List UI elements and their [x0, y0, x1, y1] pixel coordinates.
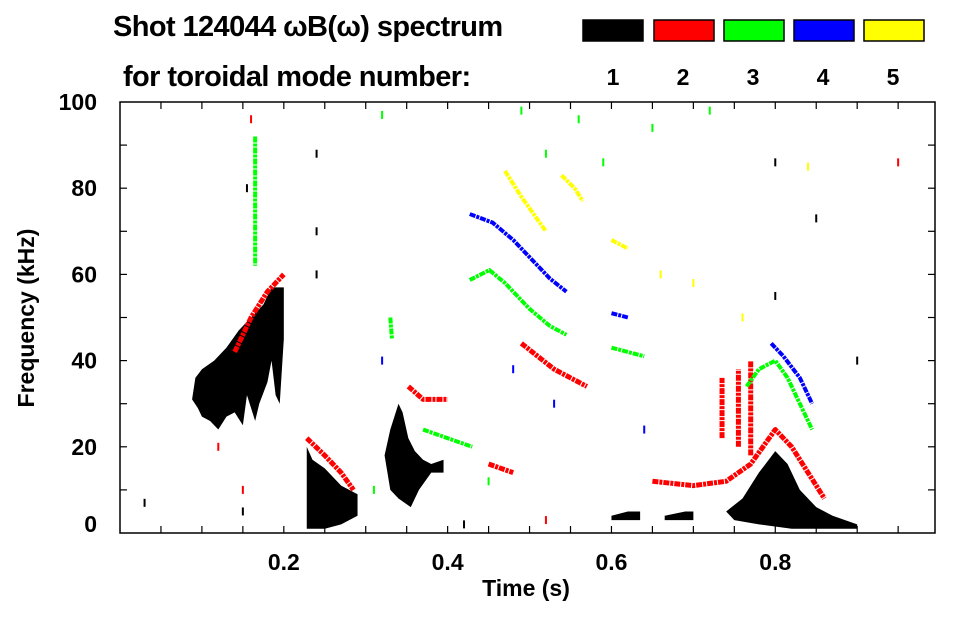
legend-swatch-mode-4: [793, 19, 855, 42]
mode-3-speck: [520, 106, 523, 115]
mode-4-trace: [769, 341, 814, 405]
mode-5-trace: [610, 238, 629, 251]
legend-swatch-mode-5: [863, 19, 925, 42]
mode-3-trace: [468, 268, 568, 337]
mode-3-trace: [388, 317, 394, 340]
mode-2-speck: [897, 158, 900, 167]
mode-2-speck: [250, 115, 253, 124]
y-tick-label: 20: [71, 434, 97, 460]
x-axis-label: Time (s): [482, 575, 570, 601]
mode-4-speck: [512, 365, 515, 374]
legend-label-mode-4: 4: [817, 64, 830, 90]
mode-3-trace: [422, 427, 473, 449]
mode-4-trace: [610, 311, 629, 320]
mode-3-speck: [577, 115, 580, 124]
mode-1-speck: [815, 214, 818, 223]
mode-1-region: [664, 511, 694, 521]
mode-3-speck: [602, 158, 605, 167]
mode-4-trace: [469, 212, 568, 294]
mode-5-speck: [807, 162, 810, 171]
mode-3-trace: [744, 358, 814, 431]
y-axis-label: Frequency (kHz): [13, 229, 39, 408]
mode-4-speck: [643, 425, 646, 434]
mode-1-speck: [315, 227, 318, 236]
x-tick-label: 0.6: [595, 549, 627, 575]
y-tick-label: 0: [84, 511, 97, 537]
mode-1-region: [611, 511, 641, 521]
mode-2-trace: [519, 341, 589, 389]
mode-2-trace: [487, 461, 514, 476]
x-tick-label: 0.8: [759, 549, 791, 575]
mode-1-speck: [315, 270, 318, 279]
axes: 0.2 0.4 0.6 0.8 0 20 40 60 80 100: [59, 89, 936, 575]
mode-1-speck: [774, 158, 777, 167]
chart-title: Shot 124044 ωB(ω) spectrum: [113, 11, 503, 43]
legend-swatch-mode-2: [653, 19, 715, 42]
mode-5-speck: [659, 270, 662, 279]
mode-5-speck: [741, 313, 744, 322]
mode-3-speck: [544, 149, 547, 158]
mode-1-speck: [856, 356, 859, 365]
legend-label-mode-5: 5: [887, 64, 900, 90]
mode-1-region: [384, 403, 444, 508]
legend: 1 2 3 4 5: [582, 19, 925, 90]
mode-4-speck: [553, 399, 556, 408]
mode-2-speck: [217, 442, 220, 451]
mode-2-trace: [406, 384, 448, 402]
mode-1-speck: [245, 184, 248, 193]
mode-5-speck: [692, 279, 695, 288]
mode-1-speck: [143, 498, 146, 507]
chart-subtitle: for toroidal mode number:: [123, 61, 471, 93]
mode-2-speck: [544, 516, 547, 525]
mode-1-speck: [463, 520, 466, 529]
mode-1-region: [192, 287, 284, 430]
mode-1-speck: [315, 149, 318, 158]
mode-1-region: [726, 451, 858, 529]
mode-3-speck: [708, 106, 711, 115]
mode-3-trace: [610, 345, 645, 359]
mode-1-speck: [241, 507, 244, 516]
mode-2-trace: [305, 436, 356, 492]
mode-3-speck: [487, 477, 490, 486]
plot-frame: [119, 101, 936, 534]
mode-1-region: [306, 446, 358, 529]
y-tick-label: 100: [59, 89, 97, 115]
mode-3-speck: [381, 110, 384, 119]
mode-5-trace: [503, 169, 548, 233]
y-tick-label: 40: [71, 348, 97, 374]
legend-label-mode-3: 3: [747, 64, 760, 90]
legend-label-mode-2: 2: [677, 64, 690, 90]
mode-1-speck: [774, 291, 777, 300]
mode-2-trace: [232, 272, 286, 354]
mode-4-speck: [381, 356, 384, 365]
y-tick-label: 80: [71, 175, 97, 201]
legend-swatch-mode-3: [723, 19, 785, 42]
mode-5-trace: [560, 173, 585, 203]
mode-3-speck: [651, 123, 654, 132]
legend-label-mode-1: 1: [607, 64, 620, 90]
x-tick-label: 0.4: [432, 549, 464, 575]
legend-swatch-mode-1: [582, 19, 644, 42]
mode-3-speck: [372, 485, 375, 494]
mode-2-speck: [241, 485, 244, 494]
y-tick-label: 60: [71, 261, 97, 287]
x-tick-label: 0.2: [268, 549, 300, 575]
mode-2-trace: [652, 427, 827, 500]
spectrum-marks: [143, 106, 900, 529]
